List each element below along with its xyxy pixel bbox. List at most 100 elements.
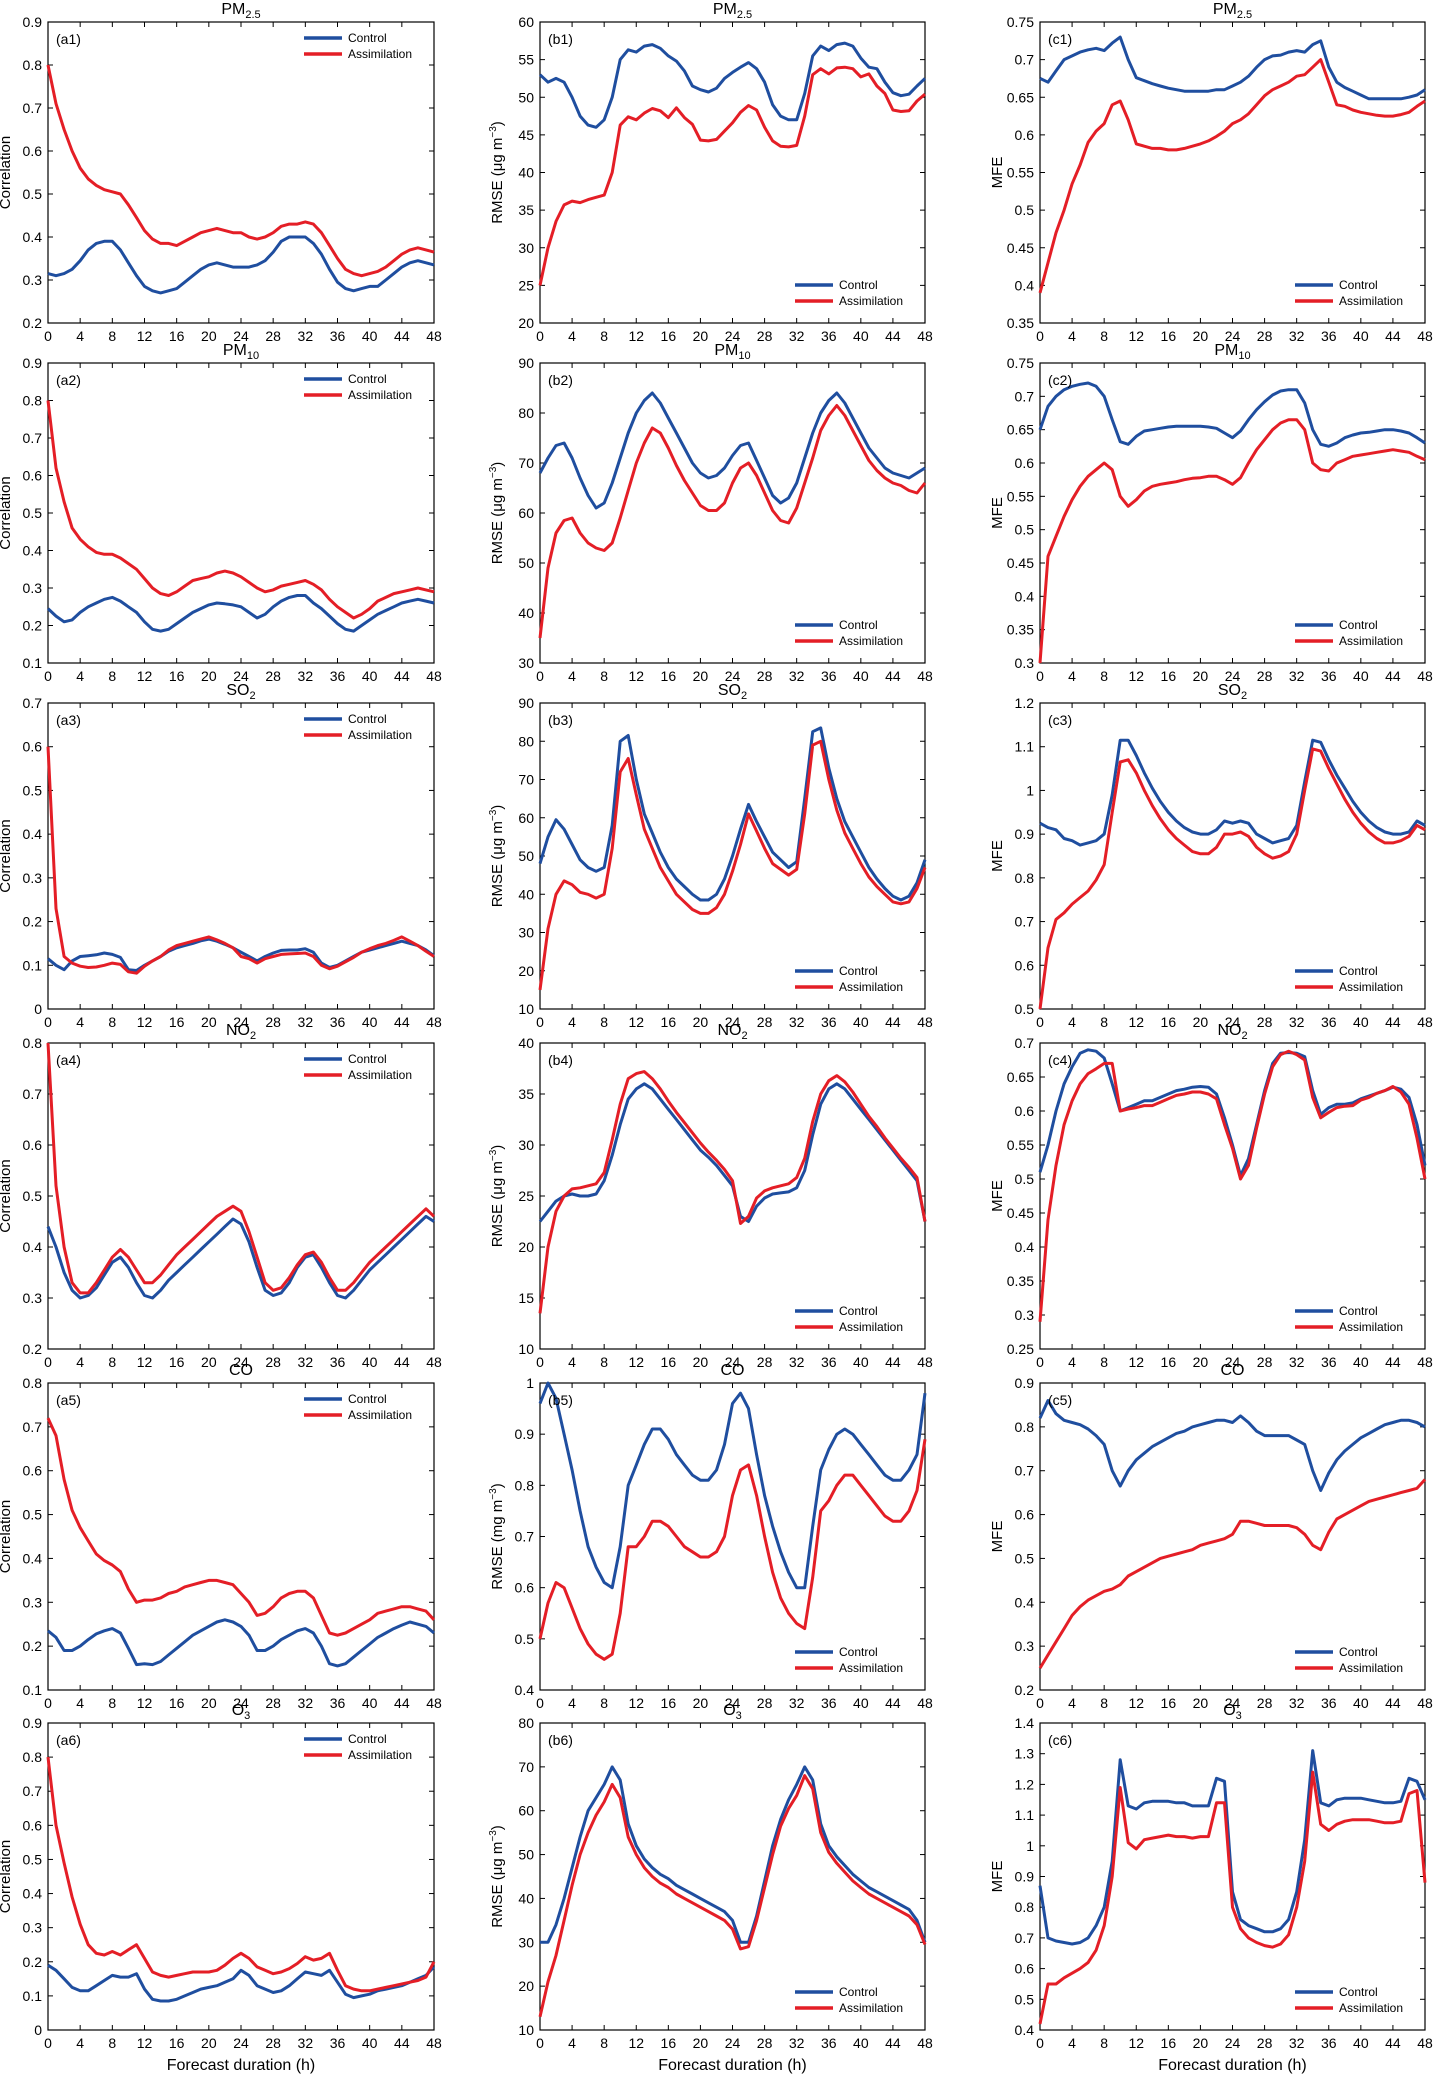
x-tick-label: 28 xyxy=(265,1354,281,1370)
x-tick-label: 16 xyxy=(1161,1354,1177,1370)
panel-label: (b1) xyxy=(548,31,573,47)
panel-label: (c3) xyxy=(1048,712,1072,728)
y-tick-label: 0.4 xyxy=(23,1239,43,1255)
panel-title: SO2 xyxy=(226,682,255,702)
x-tick-label: 4 xyxy=(1068,2035,1076,2051)
x-tick-label: 8 xyxy=(108,2035,116,2051)
y-tick-label: 0.7 xyxy=(1015,52,1035,68)
x-tick-label: 24 xyxy=(1225,2035,1241,2051)
x-tick-label: 0 xyxy=(44,328,52,344)
x-tick-label: 16 xyxy=(661,1014,677,1030)
x-tick-label: 24 xyxy=(725,328,741,344)
x-tick-label: 48 xyxy=(426,328,442,344)
x-tick-label: 28 xyxy=(1257,1695,1273,1711)
y-tick-label: 0.4 xyxy=(23,1886,43,1902)
x-tick-label: 40 xyxy=(362,668,378,684)
y-tick-label: 1.1 xyxy=(1015,1807,1035,1823)
x-tick-label: 36 xyxy=(1321,1354,1337,1370)
x-tick-label: 24 xyxy=(233,1695,249,1711)
x-tick-label: 32 xyxy=(1289,668,1305,684)
x-tick-label: 36 xyxy=(821,1695,837,1711)
y-tick-label: 0.7 xyxy=(1015,1035,1035,1051)
x-tick-label: 48 xyxy=(917,668,933,684)
legend-label-assimilation: Assimilation xyxy=(1339,2001,1403,2015)
x-tick-label: 8 xyxy=(1100,1354,1108,1370)
y-tick-label: 40 xyxy=(518,886,534,902)
series-line-assimilation xyxy=(46,64,435,278)
series-line-control xyxy=(47,1963,436,2003)
x-tick-label: 44 xyxy=(885,328,901,344)
panel-label: (a5) xyxy=(56,1392,81,1408)
plot-frame xyxy=(47,1722,435,2031)
y-axis-label-tail: ) xyxy=(489,462,506,467)
legend: Control Assimilation xyxy=(795,1304,903,1334)
legend-label-control: Control xyxy=(839,964,878,978)
y-tick-label: 0.45 xyxy=(1007,555,1034,571)
y-tick-label: 0.6 xyxy=(23,739,43,755)
x-tick-label: 4 xyxy=(568,328,576,344)
y-tick-label: 70 xyxy=(518,1759,534,1775)
series-line-assimilation xyxy=(46,746,435,975)
x-tick-label: 28 xyxy=(757,668,773,684)
y-tick-label: 0.1 xyxy=(23,1988,43,2004)
panel-a3: 00.10.20.30.40.50.60.70 4 8 12 16 20 24 28 32 36 4… xyxy=(0,682,442,1030)
y-tick-label: 0.45 xyxy=(1007,240,1034,256)
x-tick-label: 36 xyxy=(1321,668,1337,684)
y-axis-label: MFE xyxy=(989,1521,1006,1553)
panel-title: SO2 xyxy=(718,682,747,702)
y-tick-label: 0.3 xyxy=(1015,1307,1035,1323)
x-tick-label: 44 xyxy=(1385,668,1401,684)
y-tick-label: 0.6 xyxy=(1015,957,1035,973)
x-tick-label: 16 xyxy=(661,668,677,684)
y-tick-label: 0.7 xyxy=(1015,1463,1035,1479)
y-axis-label-main: RMSE (mg m xyxy=(489,1500,506,1590)
y-tick-label: 0.6 xyxy=(23,1817,43,1833)
x-tick-label: 36 xyxy=(330,668,346,684)
x-tick-label: 16 xyxy=(169,2035,185,2051)
x-tick-label: 32 xyxy=(1289,1695,1305,1711)
x-tick-label: 36 xyxy=(821,668,837,684)
x-axis-label: Forecast duration (h) xyxy=(167,2057,316,2074)
y-tick-label: 0.45 xyxy=(1007,1205,1034,1221)
y-tick-label: 10 xyxy=(518,1001,534,1017)
x-tick-label: 44 xyxy=(885,2035,901,2051)
series-line-assimilation xyxy=(538,1439,927,1661)
panel-title-sub: 2 xyxy=(250,1030,256,1042)
x-tick-label: 32 xyxy=(298,1695,314,1711)
x-tick-label: 44 xyxy=(1385,328,1401,344)
x-tick-label: 20 xyxy=(693,668,709,684)
y-axis-label-main: MFE xyxy=(989,1521,1006,1553)
panel-a6: 00.10.20.30.40.50.60.70.80.90 4 8 12 16 20 24 2… xyxy=(0,1702,442,2074)
y-tick-label: 1 xyxy=(1026,1838,1034,1854)
y-axis-label-tail: ) xyxy=(489,1483,506,1488)
panel-c5: 0.20.30.40.50.60.70.80.90 4 8 12 16 20 24 28 32 3… xyxy=(989,1362,1433,1711)
x-tick-label: 28 xyxy=(1257,2035,1273,2051)
y-tick-label: 0.8 xyxy=(1015,1899,1035,1915)
y-tick-label: 0.55 xyxy=(1007,488,1034,504)
x-tick-label: 48 xyxy=(917,2035,933,2051)
x-tick-label: 32 xyxy=(789,2035,805,2051)
x-tick-label: 20 xyxy=(201,668,217,684)
x-tick-label: 32 xyxy=(298,328,314,344)
x-tick-label: 24 xyxy=(725,2035,741,2051)
y-tick-label: 0.9 xyxy=(1015,826,1035,842)
y-tick-label: 0.7 xyxy=(23,100,43,116)
y-tick-label: 0.5 xyxy=(23,186,43,202)
x-tick-label: 32 xyxy=(1289,328,1305,344)
x-tick-label: 48 xyxy=(1417,2035,1433,2051)
x-tick-label: 12 xyxy=(1128,1014,1144,1030)
y-axis-label-main: MFE xyxy=(989,840,1006,872)
y-tick-label: 0.2 xyxy=(23,1341,43,1357)
x-tick-label: 48 xyxy=(426,1014,442,1030)
x-tick-label: 16 xyxy=(169,668,185,684)
legend: Control Assimilation xyxy=(795,278,903,308)
panel-title: PM10 xyxy=(1214,342,1250,362)
panel-a4: 0.20.30.40.50.60.70.80 4 8 12 16 20 24 28 32 36 40… xyxy=(0,1022,442,1370)
y-tick-label: 25 xyxy=(518,1188,534,1204)
x-tick-label: 16 xyxy=(661,1354,677,1370)
y-axis-label-tail: ) xyxy=(489,1145,506,1150)
y-axis-label-main: Correlation xyxy=(0,1159,14,1232)
y-axis-label-main: MFE xyxy=(989,1180,1006,1212)
